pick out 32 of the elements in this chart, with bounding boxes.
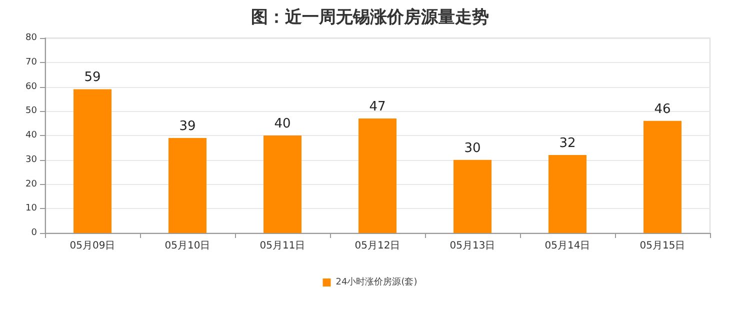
x-tick-label: 05月11日: [260, 240, 306, 252]
data-label: 39: [179, 118, 196, 134]
data-label: 32: [559, 136, 576, 151]
y-tick-label: 70: [26, 57, 38, 68]
data-label: 40: [274, 116, 291, 132]
bar: [454, 160, 492, 233]
bar: [168, 138, 206, 233]
x-tick-label: 05月10日: [164, 240, 210, 252]
y-tick-label: 80: [26, 33, 38, 43]
legend-label: 24小时涨价房源(套): [336, 276, 418, 288]
data-label: 47: [369, 99, 386, 114]
y-tick-label: 60: [26, 82, 38, 92]
bar: [644, 120, 682, 233]
bar: [358, 118, 396, 233]
y-tick-label: 50: [26, 106, 38, 116]
y-tick-label: 30: [26, 154, 38, 165]
bar: [548, 155, 586, 233]
bar: [74, 89, 112, 233]
x-tick-label: 05月15日: [640, 240, 686, 252]
bar: [264, 136, 302, 233]
data-label: 59: [84, 70, 101, 86]
data-label: 46: [654, 102, 671, 117]
x-tick-label: 05月13日: [450, 240, 496, 252]
x-tick-label: 05月12日: [354, 240, 400, 252]
data-label: 30: [464, 140, 481, 156]
y-tick-label: 10: [26, 204, 38, 214]
chart-title: 图：近一周无锡涨价房源量走势: [251, 8, 489, 28]
y-tick-label: 40: [26, 130, 38, 140]
y-tick-label: 20: [26, 179, 38, 190]
x-tick-label: 05月14日: [544, 240, 590, 252]
x-tick-label: 05月09日: [70, 240, 116, 252]
y-tick-label: 0: [31, 228, 38, 238]
